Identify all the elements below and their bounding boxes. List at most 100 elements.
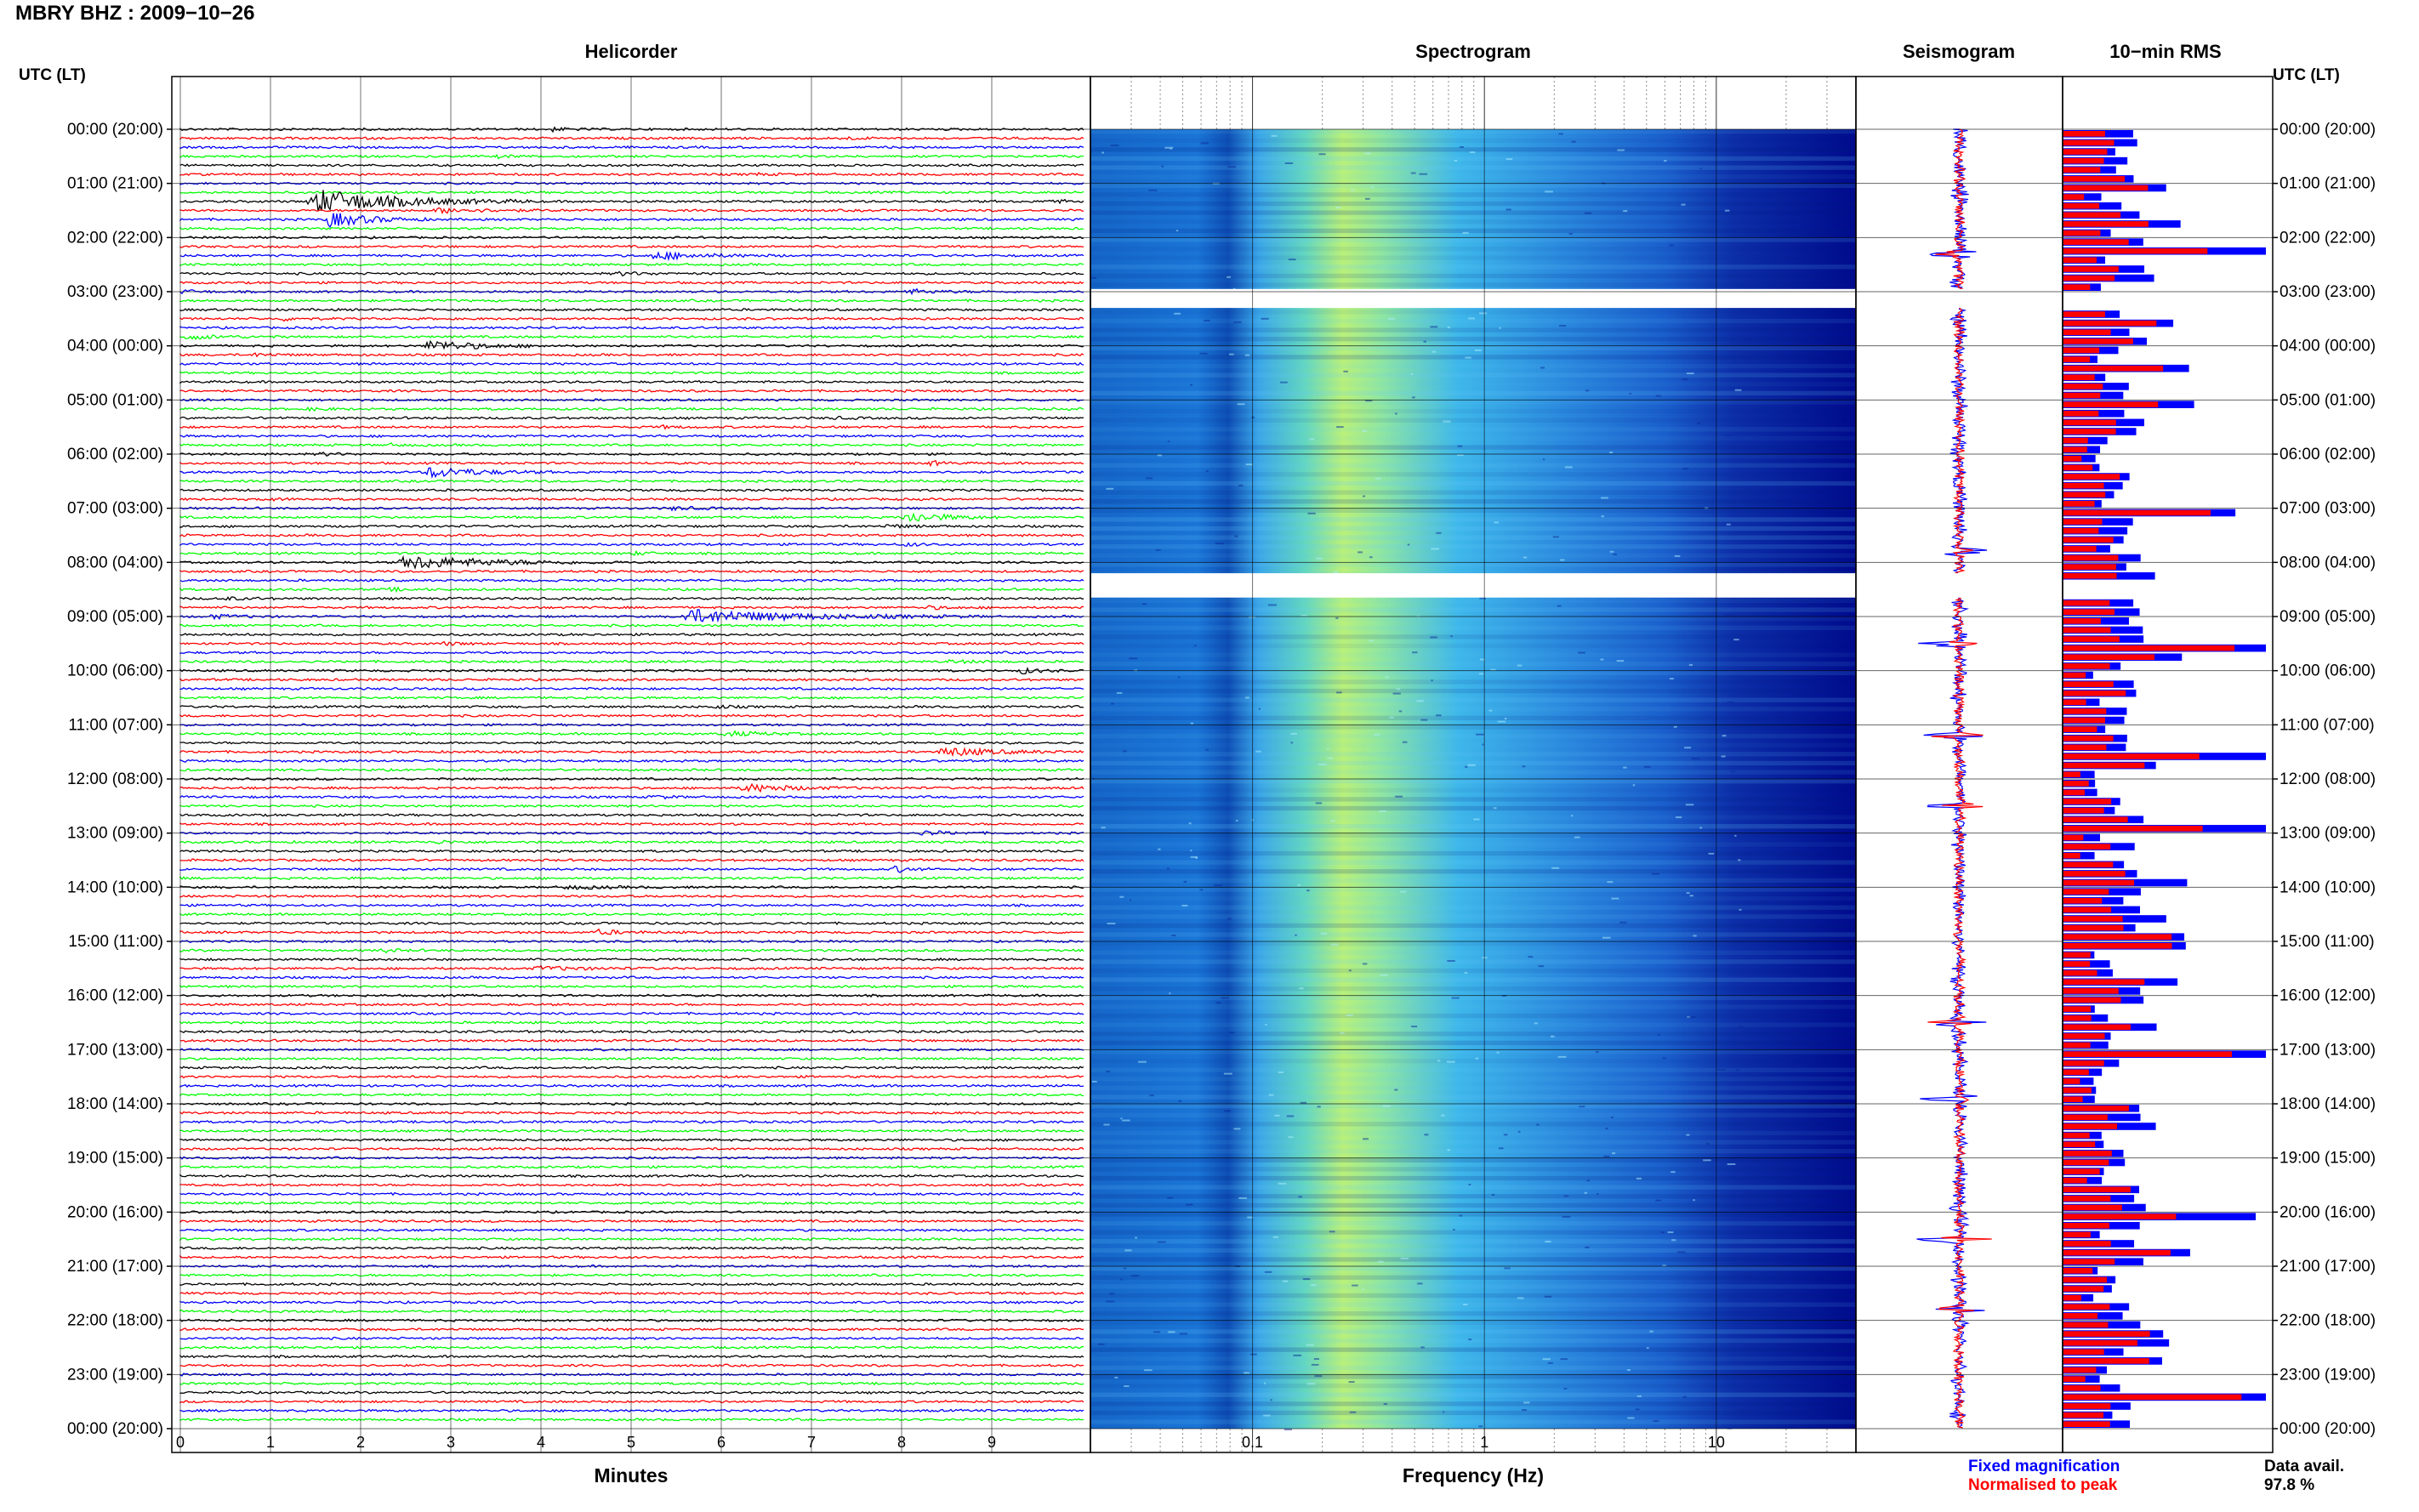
time-label-left: 15:00 (11:00) — [68, 933, 163, 951]
spectrogram-row — [1090, 697, 1856, 702]
helicorder-trace — [179, 928, 1084, 935]
spectrogram-row — [1090, 318, 1856, 324]
time-label-left: 05:00 (01:00) — [67, 391, 163, 409]
time-label-right: 03:00 (23:00) — [2280, 283, 2376, 301]
helicorder-trace — [179, 1146, 1084, 1151]
spectrogram-speckle — [1686, 892, 1690, 895]
spectrogram-speckle — [1505, 208, 1511, 211]
spectrogram-speckle — [1655, 1199, 1662, 1202]
spectrogram-speckle — [1270, 1399, 1272, 1401]
spectrogram-row — [1090, 382, 1856, 387]
helicorder-trace — [179, 876, 1084, 881]
spectrogram-speckle — [1145, 477, 1153, 480]
spectrogram-speckle — [1224, 1110, 1231, 1112]
spectrogram-speckle — [1735, 1069, 1741, 1071]
spectrogram-row — [1090, 932, 1856, 937]
spectrogram-row — [1090, 977, 1856, 982]
spectrogram-speckle — [1119, 895, 1124, 898]
spectrogram-speckle — [1488, 709, 1493, 712]
spectrogram-speckle — [1726, 614, 1735, 617]
helicorder-trace — [179, 1390, 1084, 1395]
spectrogram-speckle — [1681, 203, 1686, 206]
helicorder-trace — [179, 352, 1084, 358]
spectrogram-speckle — [1504, 717, 1507, 719]
spectrogram-row — [1090, 201, 1856, 207]
spectrogram-speckle — [1190, 722, 1194, 725]
helicorder-trace — [179, 250, 1084, 262]
rms-bar-normalised — [2063, 1132, 2090, 1139]
minutes-axis-label: Minutes — [594, 1464, 669, 1486]
spectrogram-speckle — [1703, 1159, 1711, 1162]
spectrogram-speckle — [1181, 904, 1188, 907]
helicorder-trace — [179, 1111, 1084, 1115]
rms-bar-normalised — [2063, 230, 2101, 236]
spectrogram-speckle — [1179, 1333, 1188, 1335]
helicorder-trace — [179, 1336, 1084, 1341]
rms-bar-normalised — [2063, 410, 2099, 417]
time-label-left: 14:00 (10:00) — [67, 878, 163, 896]
spectrogram-row — [1090, 805, 1856, 811]
helicorder-trace — [179, 281, 1084, 285]
spectrogram-speckle — [1318, 153, 1326, 156]
spectrogram-speckle — [1734, 389, 1742, 391]
spectrogram-speckle — [1734, 834, 1737, 837]
spectrogram-speckle — [1306, 890, 1310, 892]
spectrogram-row — [1090, 850, 1856, 856]
spectrogram-speckle — [1365, 197, 1370, 200]
spectrogram-speckle — [1290, 742, 1293, 744]
rms-bar-normalised — [2063, 1322, 2109, 1328]
spectrogram-speckle — [1727, 274, 1732, 276]
spectrogram-speckle — [1245, 463, 1253, 466]
spectrogram-row — [1090, 1040, 1856, 1046]
spectrogram-speckle — [1686, 372, 1694, 375]
seismogram-normalised-trace — [1927, 128, 1992, 1429]
spectrogram-speckle — [1138, 1060, 1147, 1063]
spectrogram-speckle — [1235, 820, 1238, 822]
spectrogram-speckle — [1130, 1275, 1140, 1277]
helicorder-trace — [179, 1083, 1084, 1089]
spectrogram-speckle — [1420, 1346, 1425, 1349]
spectrogram-row — [1090, 165, 1856, 170]
rms-bar-normalised — [2063, 356, 2090, 362]
spectrogram-speckle — [1721, 755, 1726, 758]
spectrogram-speckle — [1534, 1022, 1538, 1025]
rms-bar-normalised — [2063, 600, 2110, 606]
rms-bar-normalised — [2063, 1042, 2091, 1049]
spectrogram-speckle — [1195, 856, 1198, 859]
spectrogram-speckle — [1233, 1128, 1241, 1130]
spectrogram-speckle — [1708, 852, 1715, 855]
rms-bar-normalised — [2063, 429, 2116, 435]
spectrogram-speckle — [1300, 1101, 1307, 1104]
spectrogram-speckle — [1655, 395, 1661, 397]
frequency-tick-label: 1 — [1480, 1434, 1488, 1451]
spectrogram-speckle — [1478, 1425, 1483, 1428]
spectrogram-speckle — [1563, 1195, 1569, 1197]
spectrogram-row — [1090, 1257, 1856, 1262]
spectrogram-row — [1090, 833, 1856, 838]
spectrogram-speckle — [1685, 804, 1694, 806]
spectrogram-speckle — [1626, 1369, 1631, 1372]
spectrogram-speckle — [1175, 230, 1179, 232]
spectrogram-speckle — [1348, 969, 1352, 972]
helicorder-trace — [179, 605, 1084, 611]
rms-bar-normalised — [2063, 221, 2149, 227]
spectrogram-row — [1090, 472, 1856, 477]
spectrogram-speckle — [1215, 1002, 1221, 1004]
spectrogram-row — [1090, 607, 1856, 612]
spectrogram-speckle — [1464, 971, 1468, 974]
spectrogram-speckle — [1283, 1428, 1292, 1430]
helicorder-trace — [179, 578, 1084, 583]
spectrogram-speckle — [1268, 1094, 1274, 1096]
time-label-left: 09:00 (05:00) — [67, 608, 163, 626]
time-label-left: 21:00 (17:00) — [67, 1258, 163, 1276]
time-label-right: 21:00 (17:00) — [2280, 1258, 2376, 1276]
rms-bar-normalised — [2063, 789, 2085, 796]
spectrogram-speckle — [1412, 396, 1415, 399]
rms-bar-normalised — [2063, 1177, 2087, 1184]
spectrogram-speckle — [1263, 1414, 1271, 1417]
spectrogram-row — [1090, 1383, 1856, 1389]
rms-bar-normalised — [2063, 1276, 2107, 1283]
rms-bar-normalised — [2063, 1412, 2103, 1418]
helicorder-trace — [179, 849, 1084, 854]
time-label-left: 11:00 (07:00) — [68, 716, 163, 734]
